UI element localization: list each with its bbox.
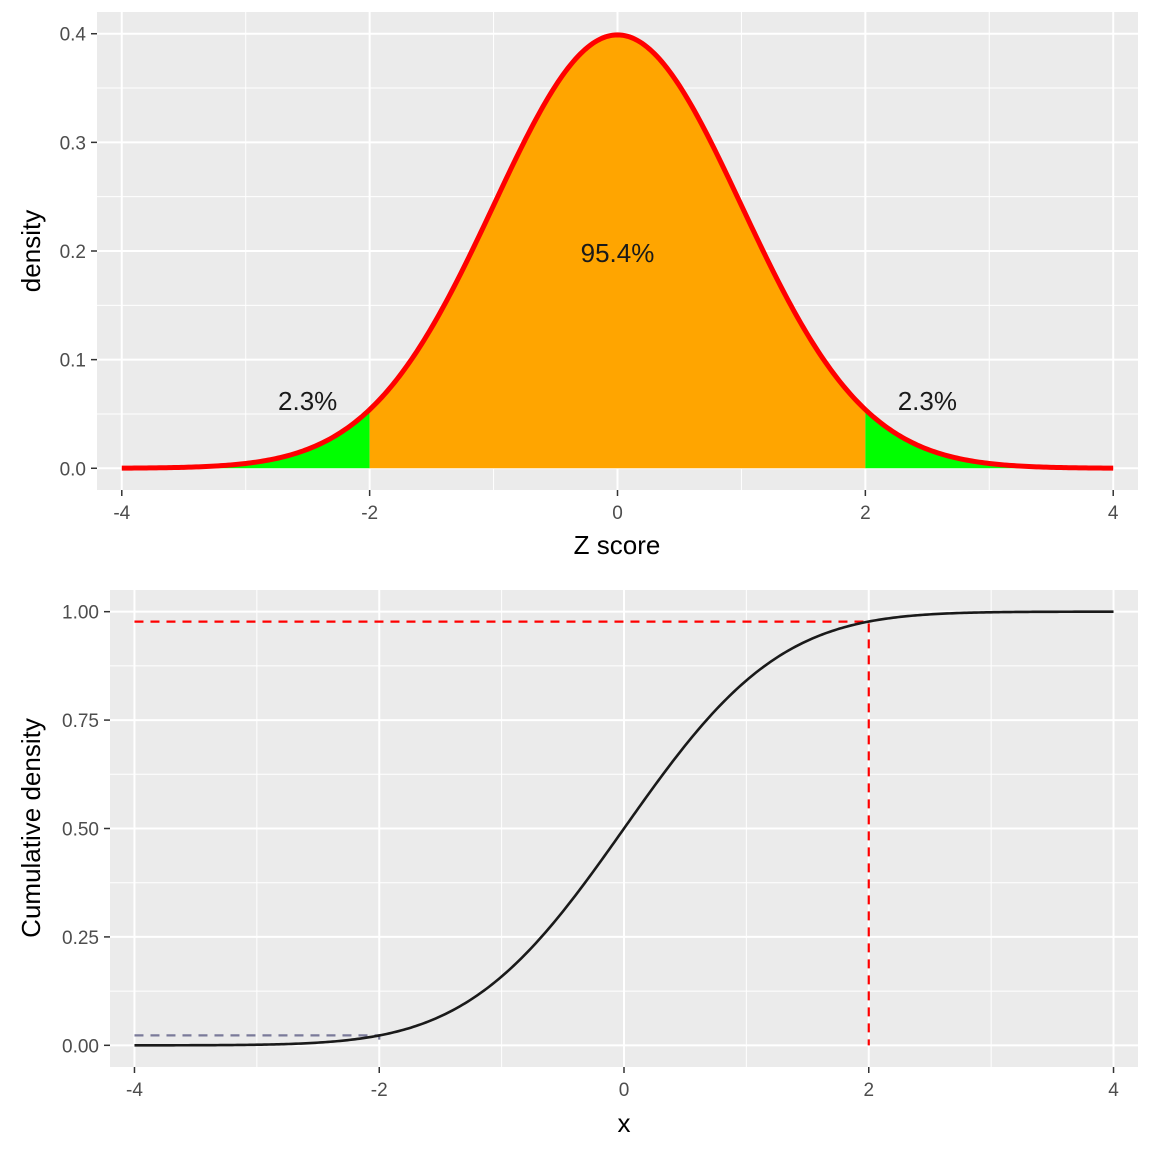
density-curve bbox=[121, 32, 1114, 471]
x-tick-label: -4 bbox=[126, 1080, 143, 1101]
y-tick-label: 0.3 bbox=[60, 133, 86, 154]
x-tick-label: 0 bbox=[619, 1080, 630, 1101]
density-plot-regions bbox=[121, 34, 1114, 469]
cumulative-plot-x-ticks: -4 -2 0 2 4 bbox=[126, 1067, 1119, 1101]
y-tick-label: 0.50 bbox=[62, 820, 99, 841]
cumulative-plot: 0.00 0.25 0.50 0.75 1.00 -4 -2 0 2 4 x Cumulativ… bbox=[16, 590, 1138, 1138]
density-region-2 bbox=[865, 409, 1114, 469]
density-plot-x-ticks: -4 -2 0 2 4 bbox=[113, 490, 1119, 524]
y-tick-label: 0.75 bbox=[62, 711, 99, 732]
density-plot-annotations: 2.3% 95.4% 2.3% bbox=[278, 238, 957, 416]
cumulative-plot-y-axis-title: Cumulative density bbox=[16, 718, 46, 938]
y-tick-label: 0.00 bbox=[62, 1036, 99, 1057]
x-tick-label: 4 bbox=[1108, 1080, 1119, 1101]
y-tick-label: 1.00 bbox=[62, 603, 99, 624]
density-annotation-0: 2.3% bbox=[278, 386, 337, 416]
y-tick-label: 0.2 bbox=[60, 242, 86, 263]
y-tick-label: 0.25 bbox=[62, 928, 99, 949]
x-tick-label: -2 bbox=[371, 1080, 388, 1101]
x-tick-label: 2 bbox=[860, 503, 871, 524]
density-region-0 bbox=[121, 409, 370, 469]
y-tick-label: 0.0 bbox=[60, 459, 86, 480]
x-tick-label: 2 bbox=[863, 1080, 874, 1101]
x-tick-label: 0 bbox=[612, 503, 623, 524]
x-tick-label: -2 bbox=[361, 503, 378, 524]
density-plot: 2.3% 95.4% 2.3% 0.0 0.1 0.2 0.3 0.4 -4 -2 0 2 4 Z … bbox=[16, 12, 1138, 560]
density-annotation-1: 95.4% bbox=[581, 238, 655, 268]
cumulative-plot-x-axis-title: x bbox=[618, 1108, 631, 1138]
y-tick-label: 0.4 bbox=[60, 25, 87, 46]
density-region-1 bbox=[369, 34, 866, 469]
y-tick-label: 0.1 bbox=[60, 351, 86, 372]
cumulative-plot-y-ticks: 0.00 0.25 0.50 0.75 1.00 bbox=[62, 603, 110, 1057]
reference-line-0 bbox=[134, 620, 870, 1046]
x-tick-label: 4 bbox=[1108, 503, 1119, 524]
cumulative-curve bbox=[134, 610, 1114, 1047]
density-plot-y-axis-title: density bbox=[16, 210, 46, 292]
density-plot-x-axis-title: Z score bbox=[574, 530, 661, 560]
x-tick-label: -4 bbox=[113, 503, 130, 524]
density-annotation-2: 2.3% bbox=[898, 386, 957, 416]
density-plot-y-ticks: 0.0 0.1 0.2 0.3 0.4 bbox=[60, 25, 97, 480]
